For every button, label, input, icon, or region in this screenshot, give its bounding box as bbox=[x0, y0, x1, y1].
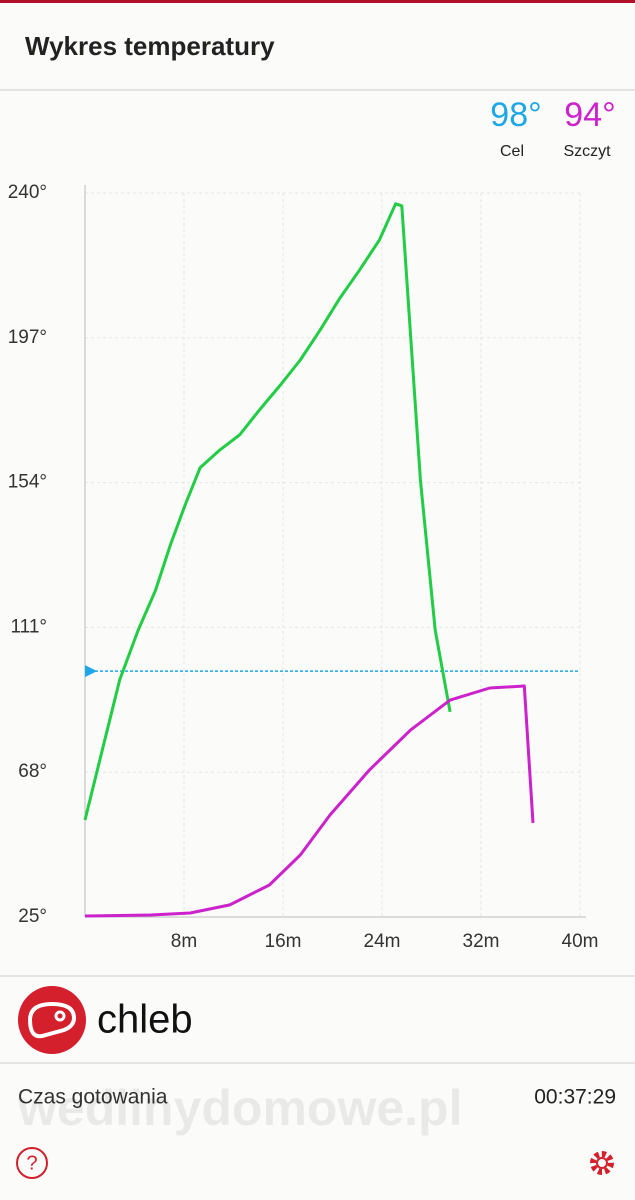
settings-button[interactable] bbox=[590, 1151, 614, 1175]
y-tick-label: 111° bbox=[11, 616, 47, 637]
watermark: wedlinydomowe.pl bbox=[17, 1080, 462, 1136]
peak-readout: 94° bbox=[564, 96, 615, 134]
top-bar bbox=[0, 0, 635, 3]
y-tick-label: 25° bbox=[18, 906, 47, 927]
peak-caption: Szczyt bbox=[563, 143, 611, 160]
x-tick-label: 32m bbox=[463, 931, 500, 952]
help-icon[interactable]: ? bbox=[26, 1152, 37, 1174]
meat-icon bbox=[27, 1001, 77, 1039]
series-line bbox=[83, 202, 452, 821]
target-readout: 98° bbox=[490, 96, 541, 134]
info-value: 00:37:29 bbox=[534, 1086, 616, 1109]
x-tick-label: 40m bbox=[562, 931, 599, 952]
x-tick-label: 24m bbox=[364, 931, 401, 952]
target-caption: Cel bbox=[500, 143, 524, 160]
y-tick-label: 68° bbox=[18, 761, 47, 782]
page-title: Wykres temperatury bbox=[25, 31, 275, 61]
y-tick-label: 197° bbox=[8, 327, 47, 348]
y-tick-label: 240° bbox=[8, 182, 47, 203]
series-line bbox=[84, 684, 535, 918]
x-tick-label: 8m bbox=[171, 931, 197, 952]
x-tick-label: 16m bbox=[265, 931, 302, 952]
target-marker bbox=[85, 665, 97, 678]
y-tick-label: 154° bbox=[8, 472, 47, 493]
info-label: Czas gotowania bbox=[18, 1086, 168, 1109]
chart: 25° 68° 111° 154° 197° 240° 8m 16m 24m 32m 40m bbox=[8, 182, 599, 952]
help-button[interactable] bbox=[16, 1147, 48, 1179]
meat-icon-bone bbox=[54, 1010, 66, 1022]
settings-icon[interactable] bbox=[596, 1157, 608, 1169]
item-name: chleb bbox=[97, 998, 193, 1042]
